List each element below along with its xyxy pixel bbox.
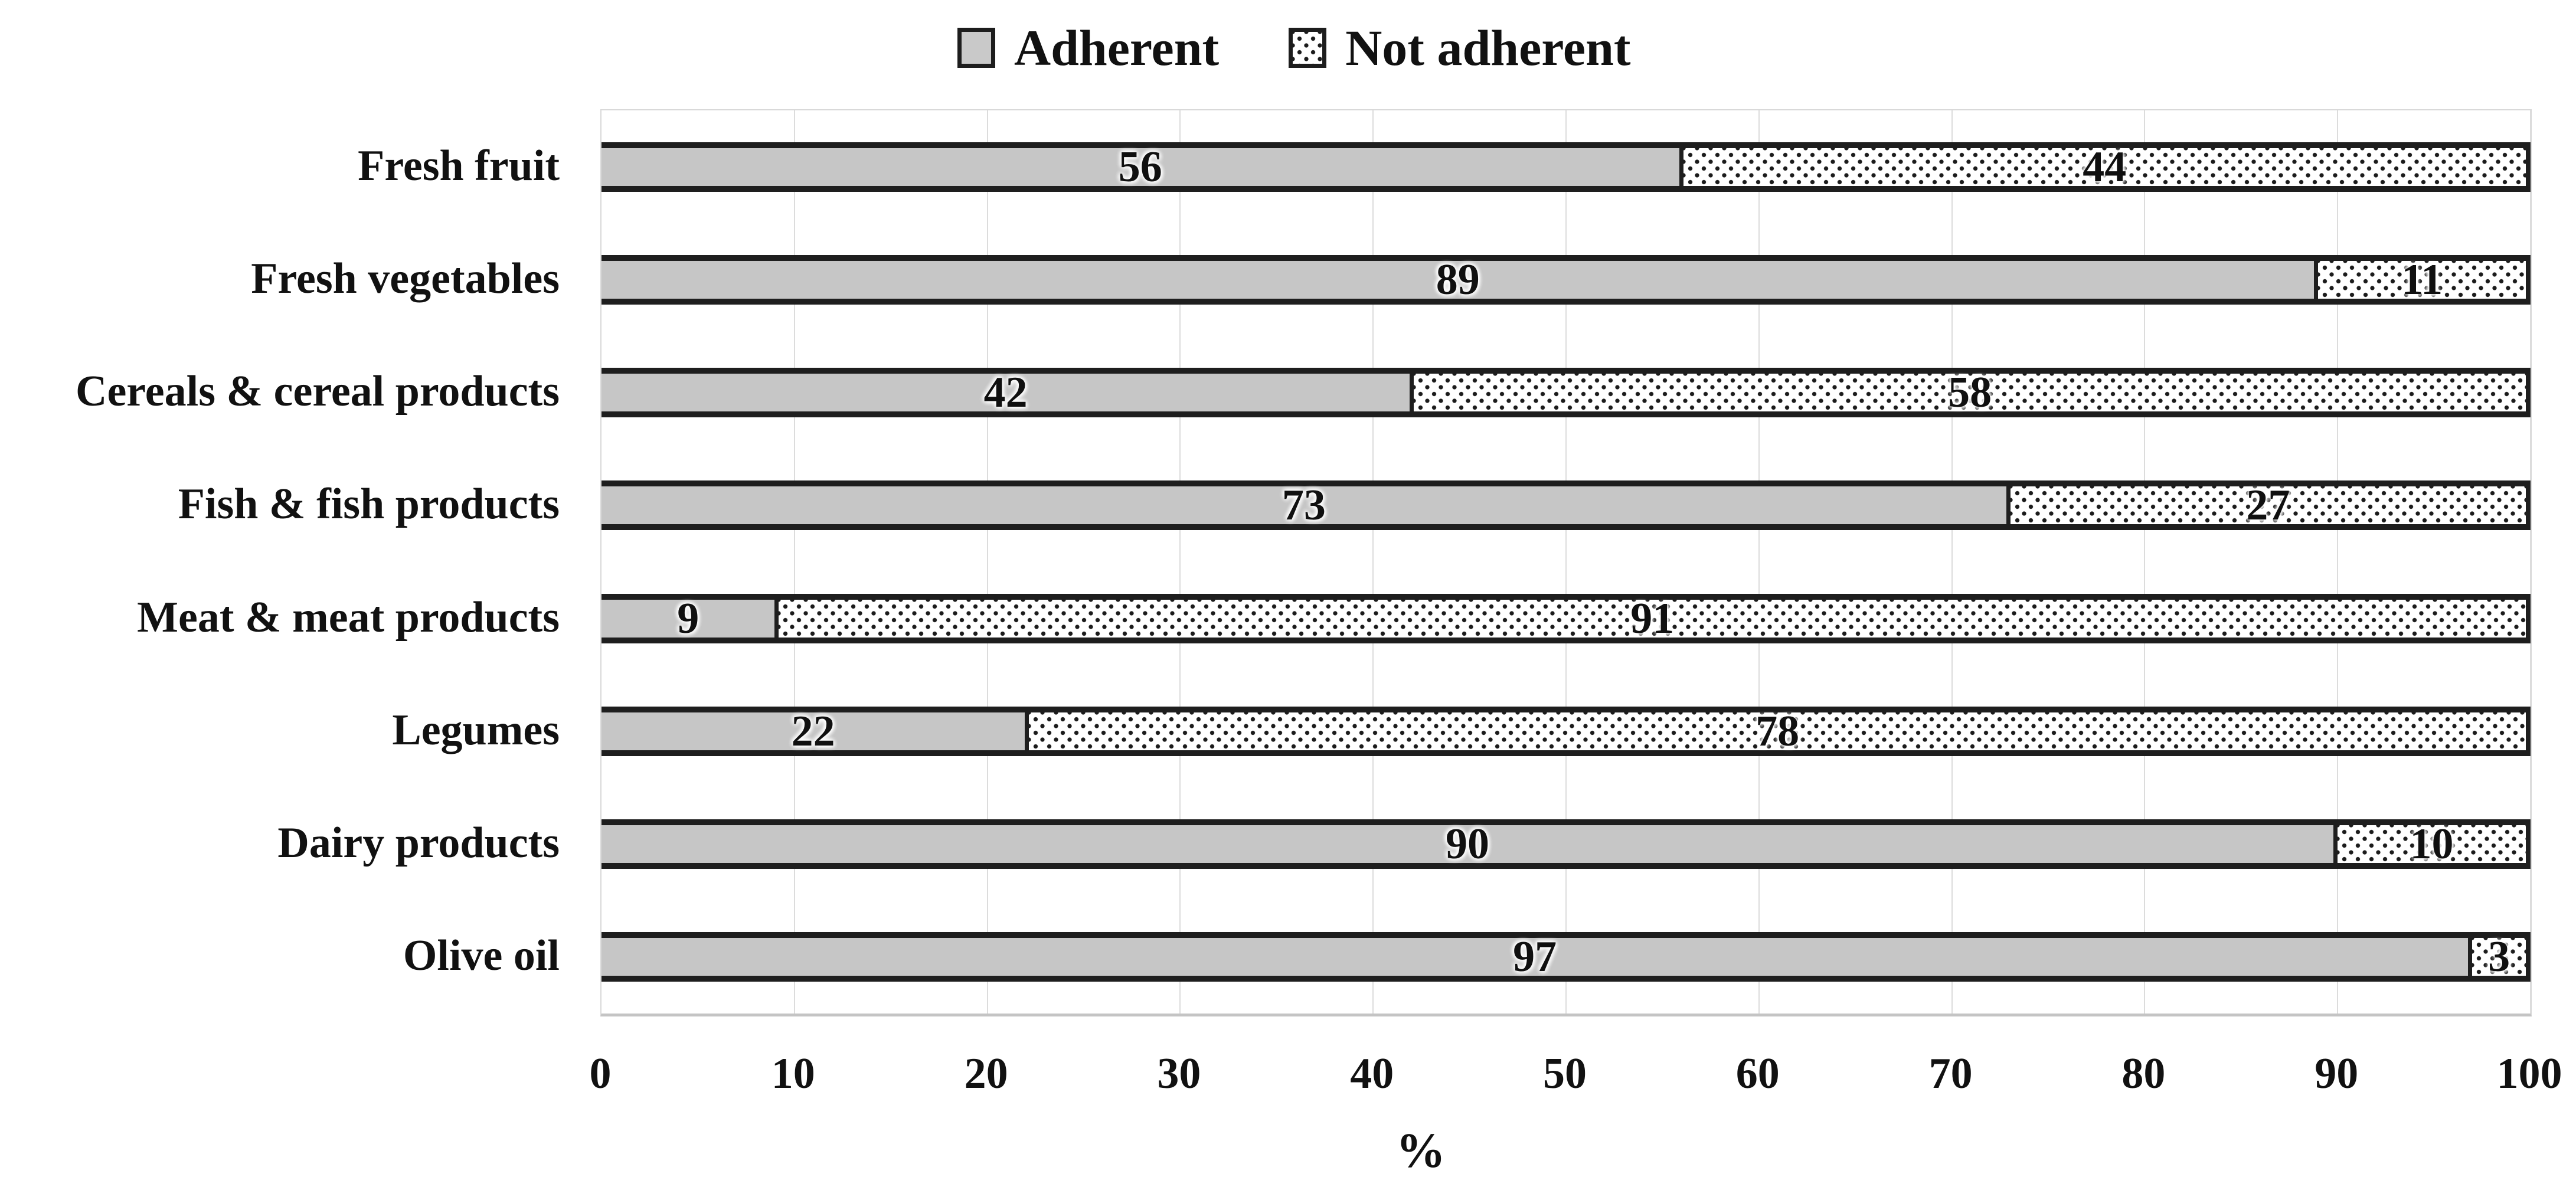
data-label-not-adherent: 3: [2488, 933, 2510, 982]
x-tick-label: 40: [1350, 1050, 1394, 1098]
bar-row: 89 11: [601, 254, 2531, 305]
gridline: [2144, 110, 2146, 1014]
x-tick-label: 70: [1928, 1050, 1973, 1098]
segment-adherent: 97: [601, 933, 2469, 982]
data-label-adherent: 97: [1513, 933, 1557, 982]
bar-row: 9 91: [601, 593, 2531, 643]
category-label: Fresh fruit: [358, 141, 560, 190]
gridline: [1758, 110, 1760, 1014]
category-label: Fish & fish products: [178, 480, 560, 529]
gridline: [986, 110, 988, 1014]
x-tick-label: 90: [2315, 1050, 2359, 1098]
plot-area: 56 44 89 11 42 58 73 27 9 91 22 78 90 10 97 3: [600, 109, 2532, 1016]
bar-row: 22 78: [601, 706, 2531, 756]
segment-not-adherent: 44: [1679, 142, 2526, 191]
segment-adherent: 42: [601, 368, 1410, 417]
segment-not-adherent: 11: [2314, 255, 2526, 304]
segment-adherent: 56: [601, 142, 1679, 191]
legend-item-not-adherent: Not adherent: [1289, 19, 1631, 76]
segment-adherent: 9: [601, 594, 775, 643]
segment-adherent: 73: [601, 481, 2006, 530]
data-label-not-adherent: 11: [2401, 255, 2443, 304]
data-label-not-adherent: 91: [1630, 594, 1675, 643]
category-label: Meat & meat products: [137, 593, 560, 642]
data-label-adherent: 22: [791, 707, 835, 756]
legend-label-adherent: Adherent: [1014, 19, 1220, 76]
x-tick-label: 0: [589, 1050, 612, 1098]
data-label-adherent: 89: [1436, 255, 1480, 304]
x-tick-label: 10: [771, 1050, 815, 1098]
data-label-not-adherent: 78: [1756, 707, 1800, 756]
segment-adherent: 22: [601, 707, 1025, 756]
data-label-adherent: 73: [1282, 481, 1326, 530]
segment-not-adherent: 27: [2006, 481, 2526, 530]
segment-adherent: 90: [601, 820, 2333, 869]
x-axis-title: %: [1396, 1123, 1446, 1178]
bar-row: 97 3: [601, 932, 2531, 982]
x-tick-label: 20: [964, 1050, 1008, 1098]
category-label: Fresh vegetables: [251, 254, 560, 303]
bar-row: 42 58: [601, 368, 2531, 418]
segment-not-adherent: 3: [2468, 933, 2526, 982]
gridline: [1179, 110, 1181, 1014]
legend-label-not-adherent: Not adherent: [1345, 19, 1631, 76]
gridline: [1951, 110, 1953, 1014]
gridline: [2337, 110, 2339, 1014]
segment-adherent: 89: [601, 255, 2315, 304]
legend-item-adherent: Adherent: [957, 22, 1219, 73]
data-label-adherent: 56: [1118, 142, 1162, 191]
data-label-not-adherent: 44: [2083, 142, 2127, 191]
category-label: Cereals & cereal products: [76, 367, 560, 416]
x-tick-label: 50: [1543, 1050, 1587, 1098]
data-label-adherent: 9: [677, 594, 699, 643]
chart-legend: Adherent Not adherent: [957, 22, 1631, 73]
data-label-adherent: 90: [1446, 820, 1489, 869]
x-tick-label: 80: [2121, 1050, 2166, 1098]
gridline: [1372, 110, 1374, 1014]
segment-not-adherent: 10: [2333, 820, 2526, 869]
bar-row: 90 10: [601, 819, 2531, 869]
x-tick-label: 60: [1735, 1050, 1780, 1098]
data-label-not-adherent: 10: [2410, 820, 2454, 869]
bar-row: 73 27: [601, 480, 2531, 531]
gridline: [2530, 110, 2531, 1014]
data-label-adherent: 42: [983, 368, 1028, 417]
adherent-swatch-icon: [957, 28, 995, 68]
gridline: [793, 110, 795, 1014]
category-label: Olive oil: [403, 931, 560, 980]
data-label-not-adherent: 27: [2246, 481, 2290, 530]
category-label: Legumes: [392, 705, 560, 754]
gridline: [1565, 110, 1567, 1014]
category-label: Dairy products: [277, 819, 560, 868]
segment-not-adherent: 91: [774, 594, 2526, 643]
segment-not-adherent: 78: [1025, 707, 2526, 756]
segment-not-adherent: 58: [1410, 368, 2526, 417]
x-tick-label: 100: [2496, 1050, 2562, 1098]
bar-row: 56 44: [601, 142, 2531, 192]
x-tick-label: 30: [1157, 1050, 1201, 1098]
data-label-not-adherent: 58: [1948, 368, 1992, 417]
not-adherent-swatch-icon: [1289, 28, 1327, 68]
